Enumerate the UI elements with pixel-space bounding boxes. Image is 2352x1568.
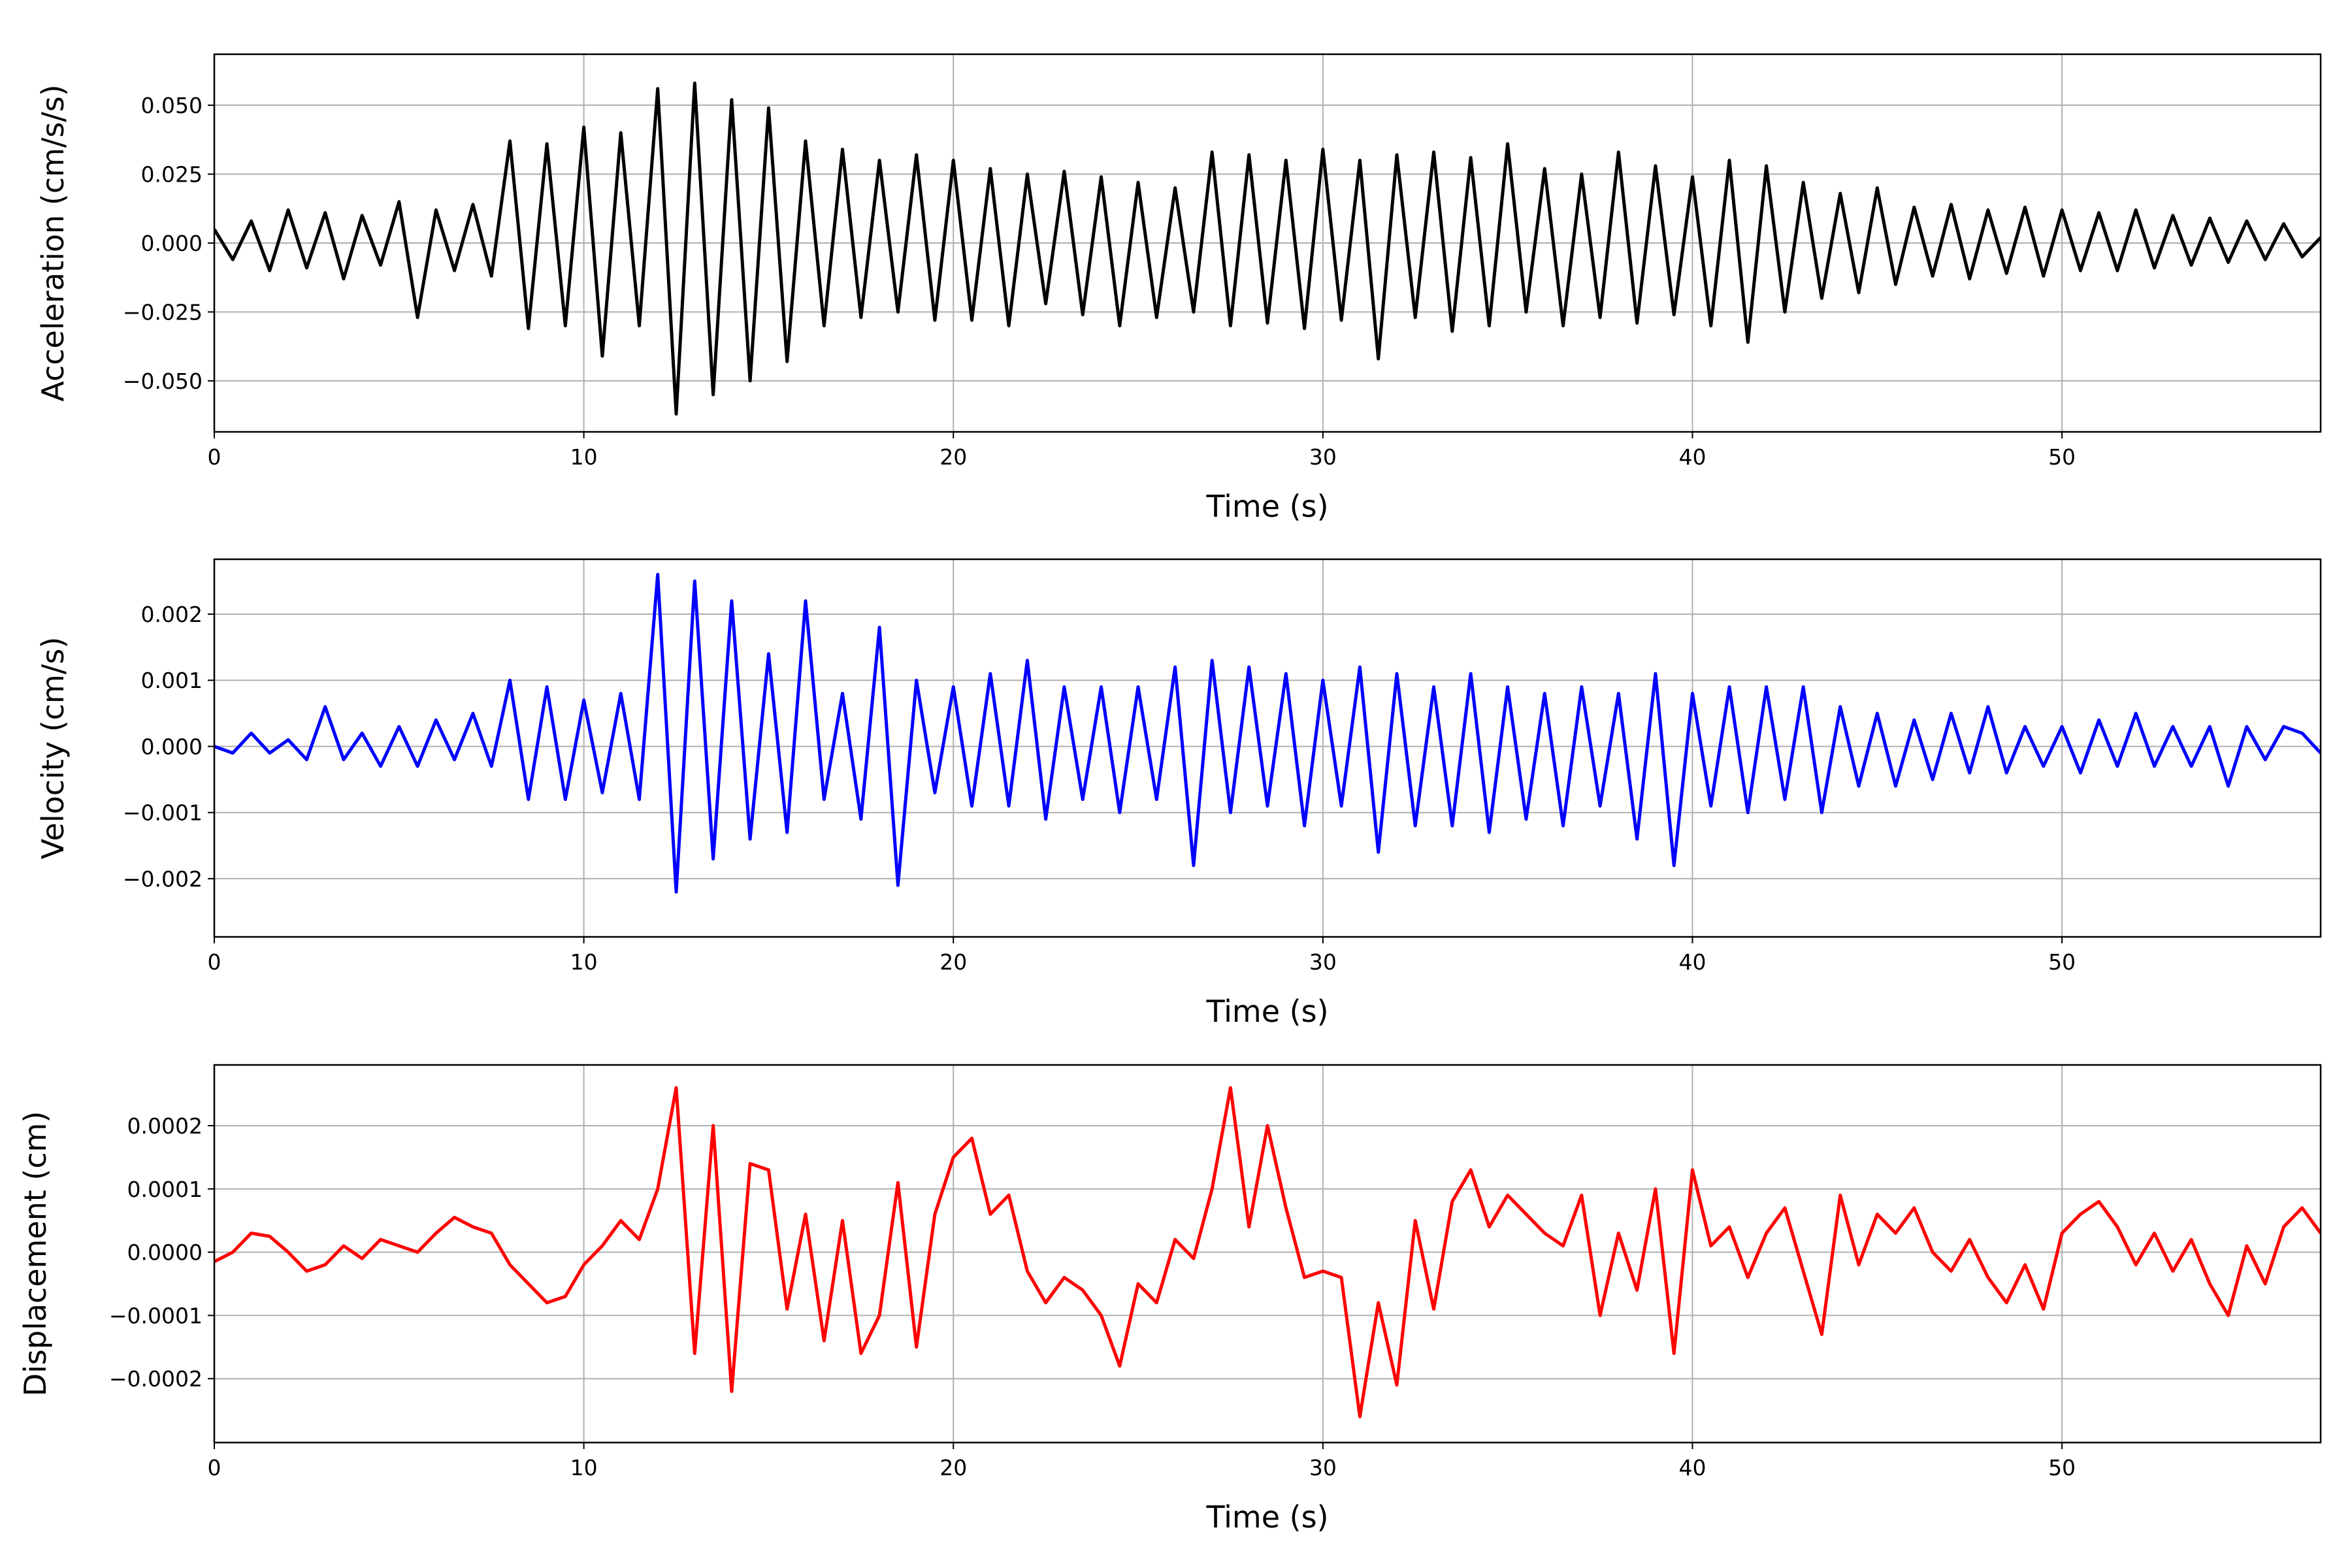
series-line xyxy=(214,81,2321,416)
x-tick-label: 50 xyxy=(2048,949,2076,975)
plot-frame xyxy=(213,53,2322,433)
x-tick-label: 40 xyxy=(1678,1455,1706,1480)
y-tick-label: 0.025 xyxy=(141,162,203,188)
y-tick-label: 0.0001 xyxy=(127,1177,203,1202)
x-tick-label: 30 xyxy=(1309,444,1337,470)
y-tick-label: 0.001 xyxy=(141,668,203,693)
x-tick-label: 30 xyxy=(1309,949,1337,975)
x-axis-label: Time (s) xyxy=(1205,994,1328,1029)
y-tick-label: −0.0001 xyxy=(109,1303,203,1328)
plot-frame xyxy=(213,558,2322,938)
plot-frame xyxy=(213,1064,2322,1444)
series-line xyxy=(214,572,2321,894)
x-tick-label: 20 xyxy=(939,949,967,975)
y-axis-label: Acceleration (cm/s/s) xyxy=(35,84,71,401)
y-tick-label: −0.001 xyxy=(123,800,203,826)
y-tick-label: 0.0000 xyxy=(127,1240,203,1266)
x-tick-label: 50 xyxy=(2048,1455,2076,1480)
y-tick-label: −0.002 xyxy=(123,866,203,892)
x-tick-label: 10 xyxy=(570,1455,598,1480)
x-axis-label: Time (s) xyxy=(1205,489,1328,524)
y-axis-label: Velocity (cm/s) xyxy=(35,637,71,860)
y-tick-label: −0.050 xyxy=(123,368,203,394)
x-tick-label: 10 xyxy=(570,949,598,975)
series-line xyxy=(214,1086,2321,1418)
y-tick-label: 0.050 xyxy=(141,93,203,118)
y-tick-label: −0.025 xyxy=(123,299,203,325)
x-axis-label: Time (s) xyxy=(1205,1499,1328,1535)
x-tick-label: 40 xyxy=(1678,444,1706,470)
x-tick-label: 0 xyxy=(208,444,221,470)
x-tick-label: 20 xyxy=(939,444,967,470)
y-axis-label: Displacement (cm) xyxy=(18,1111,53,1397)
x-tick-label: 0 xyxy=(208,1455,221,1480)
x-tick-label: 10 xyxy=(570,444,598,470)
y-tick-label: 0.000 xyxy=(141,231,203,256)
x-tick-label: 0 xyxy=(208,949,221,975)
y-tick-label: 0.002 xyxy=(141,602,203,627)
y-tick-label: −0.0002 xyxy=(109,1366,203,1392)
x-tick-label: 40 xyxy=(1678,949,1706,975)
x-tick-label: 30 xyxy=(1309,1455,1337,1480)
y-tick-label: 0.000 xyxy=(141,734,203,759)
x-tick-label: 50 xyxy=(2048,444,2076,470)
x-tick-label: 20 xyxy=(939,1455,967,1480)
y-tick-label: 0.0002 xyxy=(127,1113,203,1139)
